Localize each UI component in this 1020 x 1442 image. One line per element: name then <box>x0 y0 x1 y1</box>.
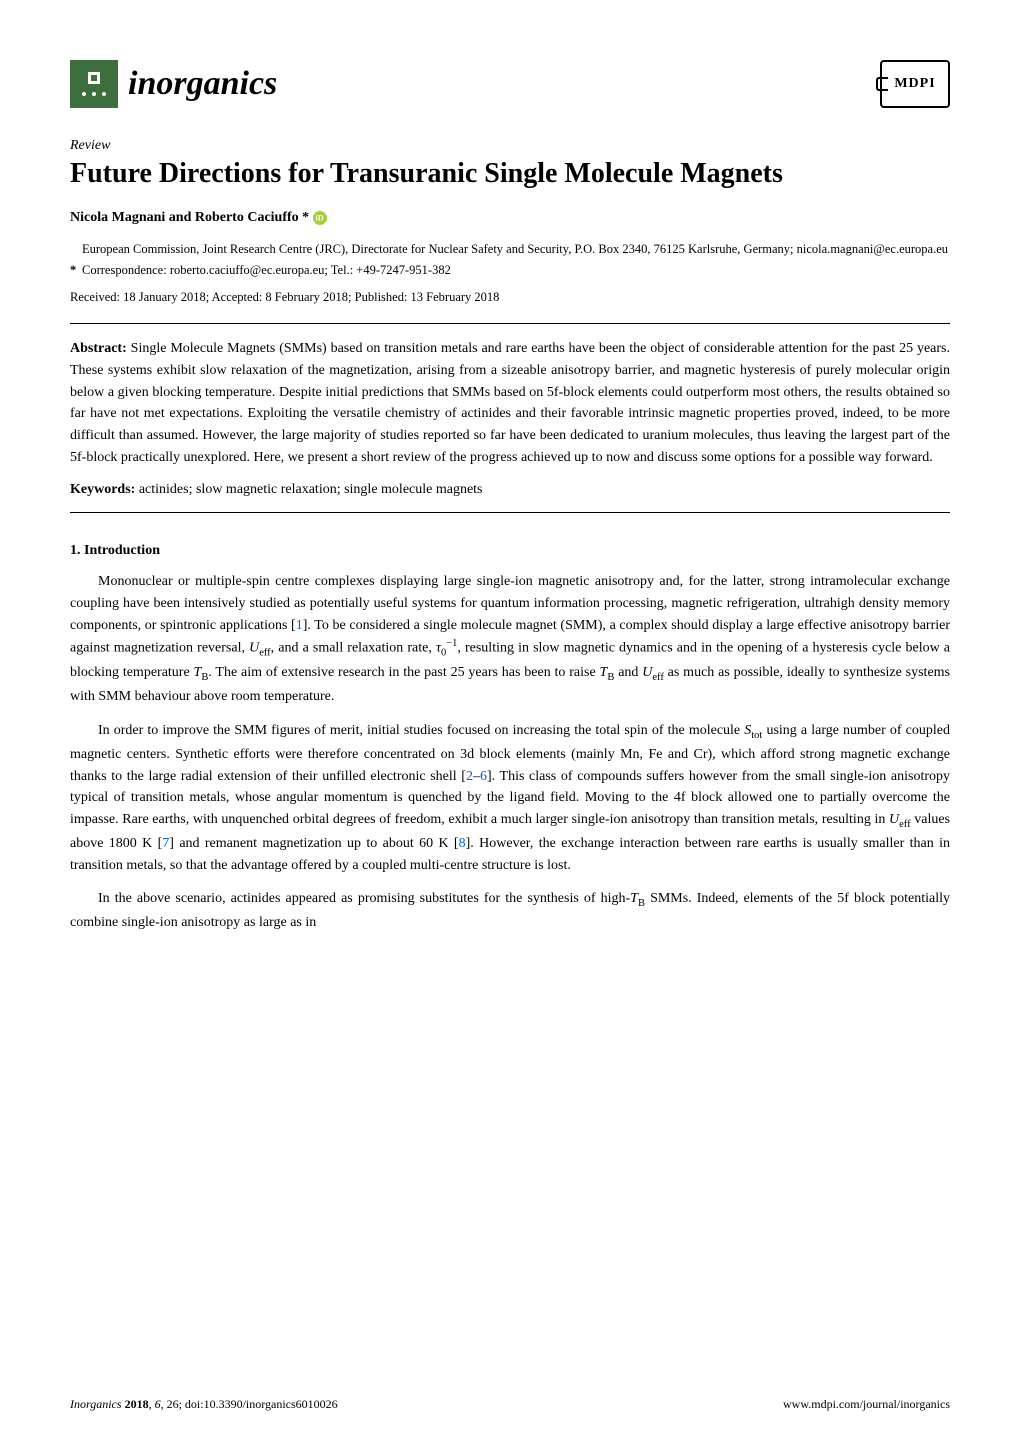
p2-text-e: ] and remanent magnetization up to about… <box>169 836 458 851</box>
publisher-logo: MDPI <box>880 60 950 108</box>
footer-left: Inorganics 2018, 6, 26; doi:10.3390/inor… <box>70 1397 338 1412</box>
ref-link-8[interactable]: 8 <box>459 836 466 851</box>
abstract-label: Abstract: <box>70 341 127 356</box>
p3-text-a: In the above scenario, actinides appeare… <box>98 891 630 906</box>
keywords-text: actinides; slow magnetic relaxation; sin… <box>139 482 483 497</box>
ref-link-2[interactable]: 2 <box>466 769 473 784</box>
journal-logo-group: inorganics <box>70 60 277 108</box>
body-paragraph-1: Mononuclear or multiple-spin centre comp… <box>70 571 950 708</box>
sym-T3: T <box>630 891 638 906</box>
orcid-icon[interactable] <box>313 211 327 225</box>
p2-dash: – <box>473 769 480 784</box>
journal-logo-icon <box>70 60 118 108</box>
correspondence-marker: * <box>70 263 82 278</box>
affiliation-text: European Commission, Joint Research Cent… <box>82 242 948 256</box>
sym-Ueff-sub2: eff <box>652 672 663 683</box>
sym-U: U <box>249 641 259 656</box>
keywords-line: Keywords: actinides; slow magnetic relax… <box>70 482 950 498</box>
article-dates: Received: 18 January 2018; Accepted: 8 F… <box>70 290 950 305</box>
footer-right[interactable]: www.mdpi.com/journal/inorganics <box>783 1397 950 1412</box>
sym-tau-sub: 0 <box>441 648 446 659</box>
sym-U3: U <box>889 812 899 827</box>
ref-link-1[interactable]: 1 <box>296 618 303 633</box>
p1-text-c: , and a small relaxation rate, <box>271 641 436 656</box>
sym-U2: U <box>642 665 652 680</box>
page-footer: Inorganics 2018, 6, 26; doi:10.3390/inor… <box>70 1396 950 1412</box>
sym-Ueff-sub3: eff <box>899 819 910 830</box>
abstract-text: Single Molecule Magnets (SMMs) based on … <box>70 341 950 464</box>
correspondence-text: Correspondence: roberto.caciuffo@ec.euro… <box>82 263 451 277</box>
keywords-label: Keywords: <box>70 482 135 497</box>
p1-text-e: . The aim of extensive research in the p… <box>208 665 599 680</box>
p2-text-a: In order to improve the SMM figures of m… <box>98 723 744 738</box>
sym-Stot-sub: tot <box>751 730 762 741</box>
body-paragraph-3: In the above scenario, actinides appeare… <box>70 888 950 934</box>
article-title: Future Directions for Transuranic Single… <box>70 156 950 192</box>
abstract-box: Abstract: Single Molecule Magnets (SMMs)… <box>70 323 950 513</box>
sym-tau-sup: −1 <box>446 638 457 649</box>
authors-text: Nicola Magnani and Roberto Caciuffo * <box>70 210 309 225</box>
p1-text-f: and <box>614 665 642 680</box>
page-header: inorganics MDPI <box>70 60 950 108</box>
body-paragraph-2: In order to improve the SMM figures of m… <box>70 720 950 877</box>
sym-Ueff-sub: eff <box>259 648 270 659</box>
section-heading: 1. Introduction <box>70 543 950 559</box>
abstract-paragraph: Abstract: Single Molecule Magnets (SMMs)… <box>70 338 950 468</box>
affiliation: European Commission, Joint Research Cent… <box>70 240 950 259</box>
article-type: Review <box>70 138 950 154</box>
journal-name: inorganics <box>128 65 277 103</box>
sym-TB-sub3: B <box>638 898 645 909</box>
correspondence-line: *Correspondence: roberto.caciuffo@ec.eur… <box>70 263 950 278</box>
authors-line: Nicola Magnani and Roberto Caciuffo * <box>70 210 950 226</box>
publisher-logo-text: MDPI <box>894 76 935 92</box>
ref-link-6[interactable]: 6 <box>480 769 487 784</box>
